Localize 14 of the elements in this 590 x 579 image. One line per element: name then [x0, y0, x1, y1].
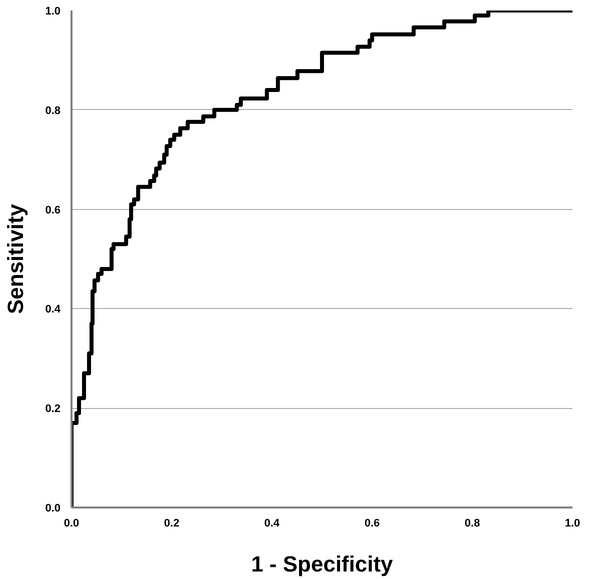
x-tick-label: 0.6	[364, 518, 380, 530]
x-tick-label: 0.0	[64, 518, 80, 530]
y-tick-label: 0.2	[45, 403, 61, 416]
y-tick-label: 0.4	[45, 304, 62, 316]
y-tick-label: 0.8	[45, 104, 61, 117]
x-tick-label: 0.4	[264, 518, 280, 530]
x-tick-label: 0.2	[164, 518, 180, 530]
y-tick-label: 0.0	[45, 502, 61, 514]
y-tick-label: 1.0	[45, 6, 61, 18]
y-axis-title: Sensitivity	[3, 203, 28, 314]
x-tick-label: 1.0	[564, 518, 580, 530]
y-tick-label: 0.6	[45, 204, 61, 216]
x-axis-title: 1 - Specificity	[251, 552, 394, 576]
x-tick-label: 0.8	[464, 518, 480, 530]
